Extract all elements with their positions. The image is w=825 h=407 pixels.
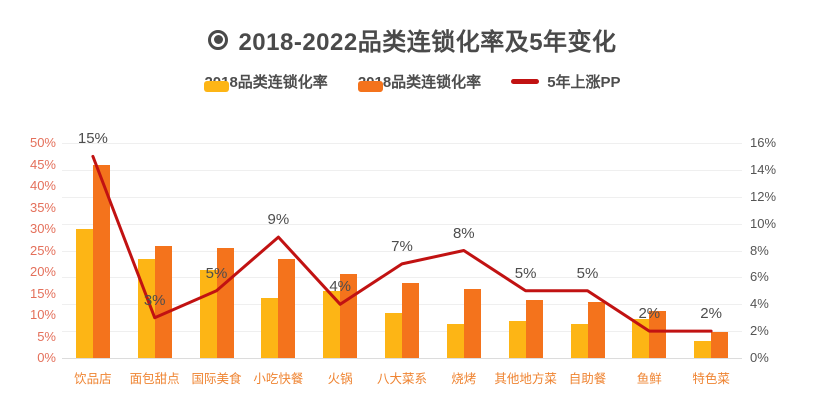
left-axis-tick-label: 40%: [29, 178, 56, 193]
x-axis-label-其他地方菜: 其他地方菜: [494, 372, 557, 386]
plot-area: 15% 3% 5% 9% 4% 7% 8% 5% 5% 2% 2%: [62, 130, 742, 359]
right-axis-tick-label: 2%: [750, 323, 769, 339]
target-icon-dot: [213, 35, 223, 44]
line-point-label-国际美食: 5%: [205, 264, 228, 282]
right-axis-tick-label: 14%: [750, 161, 777, 177]
legend-item-label: 5年上涨PP: [547, 74, 621, 91]
bar-series2-八大菜系: [402, 282, 419, 358]
bar-series2-小吃快餐: [278, 259, 296, 358]
line-point-label-烧烤: 8%: [452, 224, 475, 242]
line-point-label-自助餐: 5%: [576, 264, 599, 282]
trend-line-path: [91, 154, 713, 333]
line-point-label-特色菜: 2%: [700, 305, 722, 323]
bar-series1-八大菜系: [385, 312, 402, 358]
right-axis-tick-label: 16%: [750, 135, 777, 150]
x-axis-label-小吃快餐: 小吃快餐: [253, 372, 304, 386]
bar-series2-自助餐: [587, 302, 605, 358]
target-icon: [208, 29, 229, 50]
right-axis-tick-label: 6%: [750, 269, 769, 285]
gridline: [62, 250, 742, 252]
legend-item-1[interactable]: 2018品类连锁化率: [357, 71, 482, 92]
right-axis-tick-label: 4%: [750, 296, 769, 312]
left-axis-tick-label: 10%: [29, 307, 56, 322]
legend-swatch-icon: [511, 79, 540, 84]
gridline: [62, 143, 742, 144]
legend-swatch-icon: [204, 81, 230, 92]
gridline: [62, 223, 742, 225]
bar-series2-烧烤: [463, 289, 481, 358]
gridline: [62, 277, 742, 279]
x-axis-label-饮品店: 饮品店: [74, 372, 112, 386]
page-title: 2018-2022品类连锁化率及5年变化: [238, 29, 617, 56]
left-axis-tick-label: 30%: [29, 221, 56, 236]
line-point-label-其他地方菜: 5%: [514, 264, 537, 282]
left-axis-tick-label: 50%: [29, 135, 56, 150]
x-axis-label-火锅: 火锅: [327, 372, 353, 386]
gridline: [62, 358, 742, 359]
x-axis-label-自助餐: 自助餐: [568, 372, 607, 386]
legend-item-label: 2018品类连锁化率: [357, 74, 482, 91]
line-point-label-饮品店: 15%: [77, 130, 108, 148]
gridline: [62, 169, 742, 171]
gridline: [62, 196, 742, 198]
legend-swatch-icon: [357, 81, 383, 92]
line-point-label-火锅: 4%: [329, 278, 352, 296]
bar-series2-特色菜: [711, 332, 729, 358]
x-axis-label-鱼鲜: 鱼鲜: [636, 372, 662, 386]
bar-series2-面包甜点: [154, 246, 172, 358]
bar-series1-小吃快餐: [261, 297, 279, 358]
left-axis-tick-label: 45%: [29, 156, 56, 172]
line-point-label-鱼鲜: 2%: [638, 305, 661, 323]
trend-line: [91, 154, 713, 333]
bar-series1-特色菜: [694, 340, 712, 358]
bar-series1-自助餐: [570, 323, 588, 358]
left-axis-tick-label: 25%: [29, 242, 56, 258]
bar-series1-饮品店: [75, 229, 93, 358]
right-axis-tick-label: 0%: [750, 350, 769, 365]
left-axis-tick-label: 0%: [37, 350, 56, 365]
legend-item-label: 2018品类连锁化率: [204, 74, 328, 91]
combo-chart: 0% 5% 10% 15% 20% 25% 30% 35% 40% 45% 50% 0% 2% 4% 6%…: [0, 110, 825, 407]
chart-legend: 2018品类连锁化率 2018品类连锁化率 5年上涨PP: [0, 71, 825, 92]
bar-series2-鱼鲜: [649, 310, 667, 358]
bar-series2-其他地方菜: [525, 299, 543, 358]
right-axis-tick-label: 10%: [750, 215, 777, 231]
left-axis-tick-label: 5%: [37, 328, 56, 344]
line-point-label-面包甜点: 3%: [143, 291, 166, 309]
left-axis-tick-label: 15%: [29, 285, 56, 301]
legend-item-2[interactable]: 5年上涨PP: [511, 71, 621, 92]
line-point-label-八大菜系: 7%: [391, 237, 413, 255]
bar-series1-其他地方菜: [508, 321, 526, 358]
right-axis-tick-label: 8%: [750, 242, 769, 258]
line-point-label-小吃快餐: 9%: [267, 211, 290, 229]
x-axis-label-国际美食: 国际美食: [191, 372, 242, 386]
legend-item-0[interactable]: 2018品类连锁化率: [204, 71, 328, 92]
x-axis-label-特色菜: 特色菜: [692, 372, 730, 386]
bar-series2-国际美食: [216, 248, 234, 358]
x-axis-label-面包甜点: 面包甜点: [129, 372, 180, 386]
left-axis-tick-label: 35%: [29, 199, 56, 215]
bar-series1-烧烤: [446, 323, 464, 358]
x-axis-label-八大菜系: 八大菜系: [376, 372, 427, 386]
right-axis-tick-label: 12%: [750, 188, 777, 204]
chart-header: 2018-2022品类连锁化率及5年变化: [0, 22, 825, 57]
left-axis-tick-label: 20%: [29, 264, 56, 279]
bar-series1-火锅: [323, 291, 341, 358]
bar-series2-饮品店: [92, 164, 110, 358]
x-axis-label-烧烤: 烧烤: [451, 372, 477, 386]
